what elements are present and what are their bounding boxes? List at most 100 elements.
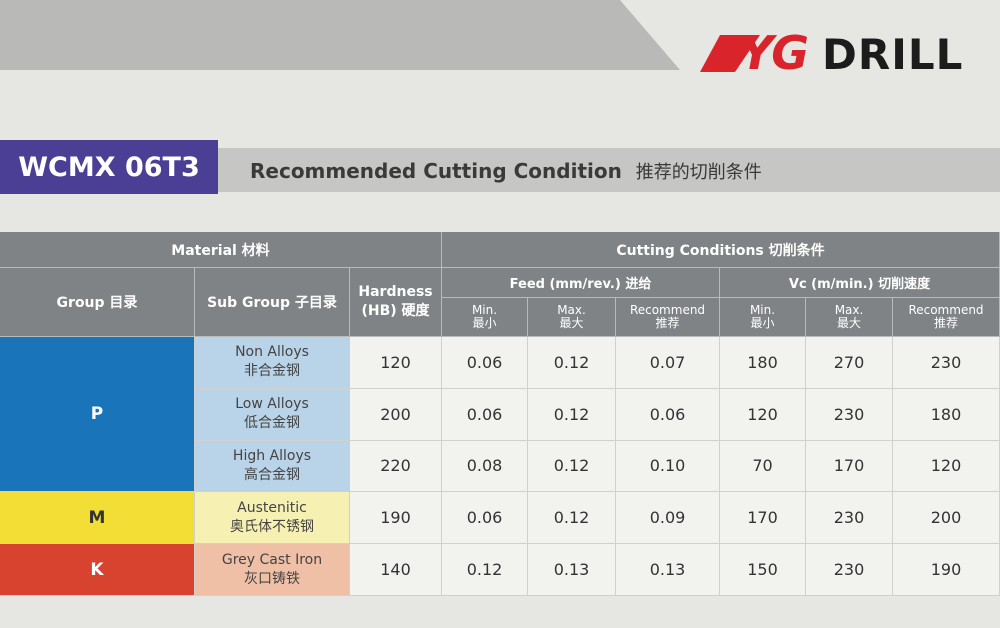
column-header: Hardness (HB) 硬度	[350, 268, 442, 337]
value-cell-text: 0.06	[466, 508, 503, 528]
value-cell-text: 120	[930, 456, 962, 476]
value-cell-text: 0.06	[649, 404, 686, 424]
value-cell-text: 120	[747, 404, 778, 424]
value-cell-text: 180	[747, 352, 778, 372]
value-cell: 0.12	[528, 440, 616, 493]
subcolumn-header-text: Max.	[834, 303, 864, 317]
value-cell: 0.12	[528, 337, 616, 389]
value-cell-text: 0.12	[553, 456, 590, 476]
grey-band	[0, 0, 680, 70]
column-header-text: (HB) 硬度	[361, 303, 430, 319]
logo-name: DRILL	[822, 30, 964, 79]
value-cell: 170	[720, 492, 806, 545]
value-cell: 0.06	[442, 492, 528, 545]
value-cell: 70	[720, 440, 806, 493]
value-cell: 200	[350, 388, 442, 441]
value-cell-text: 0.12	[553, 352, 590, 372]
value-cell-text: 230	[833, 404, 865, 424]
subgroup-header-text: Feed (mm/rev.) 进给	[509, 277, 652, 292]
value-cell: 180	[720, 337, 806, 389]
sub-group-text: 低合金钢	[244, 415, 300, 432]
value-cell: 0.12	[528, 492, 616, 545]
value-cell: 270	[806, 337, 893, 389]
subcolumn-header-text: 最大	[836, 316, 861, 330]
subcolumn-header-text: 最大	[559, 316, 584, 330]
value-cell-text: 170	[833, 456, 865, 476]
value-cell: 0.06	[616, 388, 720, 441]
logo-stripe	[700, 35, 760, 72]
value-cell: 230	[806, 492, 893, 545]
value-cell-text: 220	[380, 456, 411, 476]
value-cell-text: 140	[380, 560, 411, 580]
value-cell-text: 0.07	[649, 352, 686, 372]
subcolumn-header: Max. 最大	[806, 298, 893, 337]
value-cell-text: 170	[747, 508, 778, 528]
value-cell-text: 190	[380, 508, 411, 528]
sub-group-text: Non Alloys	[235, 344, 309, 361]
value-cell-text: 70	[752, 456, 773, 476]
value-cell: 170	[806, 440, 893, 493]
subcolumn-header: Min. 最小	[442, 298, 528, 337]
value-cell-text: 270	[833, 352, 865, 372]
subcolumn-header-text: 推荐	[655, 316, 680, 330]
value-cell-text: 0.13	[553, 560, 590, 580]
value-cell: 190	[893, 544, 1000, 596]
value-cell: 0.08	[442, 440, 528, 493]
value-cell: 230	[806, 388, 893, 441]
group-cell: M	[0, 492, 195, 545]
value-cell: 0.13	[528, 544, 616, 596]
value-cell-text: 0.12	[553, 508, 590, 528]
heading-cn: 推荐的切削条件	[635, 162, 762, 183]
group-cell-text: P	[90, 404, 104, 425]
value-cell-text: 0.12	[553, 404, 590, 424]
title-bar	[218, 148, 1000, 192]
sub-group-text: Austenitic	[237, 499, 307, 516]
subcolumn-header-text: Recommend	[629, 303, 706, 317]
subgroup-header-text: Vc (m/min.) 切削速度	[788, 277, 931, 292]
value-cell: 0.06	[442, 337, 528, 389]
logo-mark: YG	[740, 26, 809, 80]
value-cell-text: 190	[930, 560, 962, 580]
group-cell-text: M	[88, 507, 106, 528]
value-cell-text: 0.12	[466, 560, 503, 580]
column-header-text: Hardness	[358, 284, 433, 300]
sub-group: Low Alloys 低合金钢	[195, 388, 350, 441]
subcolumn-header-text: 最小	[750, 316, 775, 330]
value-cell: 220	[350, 440, 442, 493]
value-cell: 140	[350, 544, 442, 596]
subcolumn-header-text: 推荐	[933, 316, 958, 330]
value-cell-text: 230	[930, 352, 962, 372]
value-cell-text: 180	[930, 404, 962, 424]
value-cell: 190	[350, 492, 442, 545]
table: Material 材料 Cutting Conditions 切削条件 Group …	[0, 232, 1000, 596]
value-cell-text: 150	[747, 560, 778, 580]
value-cell-text: 230	[833, 560, 865, 580]
value-cell: 0.09	[616, 492, 720, 545]
header-group: Cutting Conditions 切削条件	[442, 232, 1000, 268]
value-cell-text: 0.10	[649, 456, 686, 476]
value-cell-text: 200	[380, 404, 411, 424]
value-cell: 0.12	[528, 388, 616, 441]
header-group-text: Material 材料	[171, 242, 270, 259]
value-cell: 120	[893, 440, 1000, 493]
column-header: Sub Group 子目录	[195, 268, 350, 337]
subcolumn-header: Recommend 推荐	[616, 298, 720, 337]
group-cell: K	[0, 544, 195, 596]
value-cell: 180	[893, 388, 1000, 441]
sub-group-text: Low Alloys	[235, 396, 309, 413]
sub-group-text: 高合金钢	[244, 466, 300, 483]
subcolumn-header: Recommend 推荐	[893, 298, 1000, 337]
value-cell-text: 120	[380, 352, 411, 372]
column-header: Group 目录	[0, 268, 195, 337]
heading-en: Recommended Cutting Condition	[250, 159, 622, 183]
header-group-text: Cutting Conditions 切削条件	[616, 242, 825, 259]
sub-group: High Alloys 高合金钢	[195, 440, 350, 493]
value-cell: 150	[720, 544, 806, 596]
subcolumn-header: Max. 最大	[528, 298, 616, 337]
subcolumn-header-text: Recommend	[908, 303, 984, 317]
value-cell-text: 200	[930, 508, 962, 528]
value-cell: 120	[350, 337, 442, 389]
sub-group-text: 灰口铸铁	[244, 570, 300, 587]
sub-group-text: High Alloys	[232, 447, 312, 464]
